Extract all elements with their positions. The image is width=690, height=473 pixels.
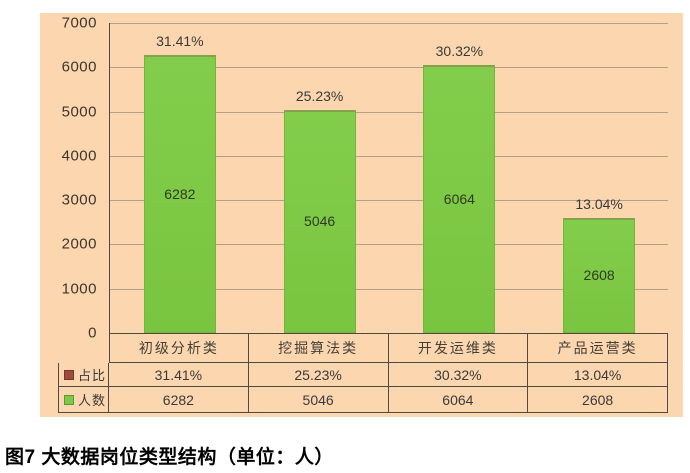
category-cell: 开发运维类 <box>388 333 529 363</box>
count-value-cell: 2608 <box>528 387 668 413</box>
plot-area: 31.41% 6282 25.23% 5046 30.32% 6064 13.04% 2608 <box>109 23 668 333</box>
gridline <box>110 155 668 157</box>
chart-area: 0 1000 2000 3000 4000 5000 6000 7000 31.41% 6282… <box>40 13 683 417</box>
gridline <box>110 23 668 24</box>
bar-percent-label: 31.41% <box>156 32 204 49</box>
bar-column: 31.41% 6282 <box>110 23 250 333</box>
y-tick-label: 7000 <box>61 14 97 32</box>
bar-value-label: 2608 <box>583 267 615 284</box>
count-legend-swatch <box>64 394 74 405</box>
chart-caption: 图7 大数据岗位类型结构（单位：人） <box>5 447 334 468</box>
ratio-value-cell: 31.41% <box>109 363 249 387</box>
bar <box>143 54 216 333</box>
data-table: 初级分析类 挖掘算法类 开发运维类 产品运营类占比 31.41% 25.23% 30.32%… <box>58 333 668 413</box>
y-tick-label: 5000 <box>61 103 97 121</box>
ratio-value-cell: 25.23% <box>248 363 389 387</box>
bar <box>423 64 496 333</box>
y-tick-label: 2000 <box>61 235 97 253</box>
gridline <box>110 67 668 69</box>
table-corner-spacer <box>58 333 109 363</box>
y-tick-label: 6000 <box>61 58 97 76</box>
y-tick-label: 4000 <box>61 147 97 165</box>
count-value-cell: 6282 <box>109 387 249 413</box>
gridline <box>110 111 668 113</box>
bar <box>283 109 356 333</box>
bar-percent-label: 30.32% <box>435 42 484 59</box>
category-cell: 产品运营类 <box>528 333 668 363</box>
bar-value-label: 6064 <box>443 190 475 207</box>
y-tick-label: 0 <box>88 324 97 342</box>
count-value-cell: 5046 <box>248 387 389 413</box>
bar-column: 30.32% 6064 <box>390 23 530 333</box>
category-cell: 挖掘算法类 <box>248 333 389 363</box>
bar-column: 25.23% 5046 <box>250 23 390 333</box>
bar <box>563 217 636 333</box>
legend-label: 人数 <box>78 393 107 408</box>
bar-value-label: 6282 <box>164 185 196 202</box>
legend-cell-count: 人数 <box>58 387 109 413</box>
legend-cell-ratio: 占比 <box>58 363 109 387</box>
bar-percent-label: 13.04% <box>575 195 623 212</box>
legend-label: 占比 <box>78 368 107 383</box>
y-tick-label: 3000 <box>61 191 97 209</box>
category-cell: 初级分析类 <box>109 333 249 363</box>
ratio-value-cell: 30.32% <box>388 363 529 387</box>
bar-value-label: 5046 <box>304 213 336 230</box>
gridline <box>110 244 668 246</box>
ratio-value-cell: 13.04% <box>528 363 668 387</box>
y-tick-label: 1000 <box>61 280 97 298</box>
count-value-cell: 6064 <box>388 387 529 413</box>
gridline <box>110 288 668 290</box>
ratio-legend-swatch <box>64 369 74 380</box>
bar-percent-label: 25.23% <box>295 87 344 104</box>
gridline <box>110 200 668 202</box>
bar-column: 13.04% 2608 <box>529 23 669 333</box>
